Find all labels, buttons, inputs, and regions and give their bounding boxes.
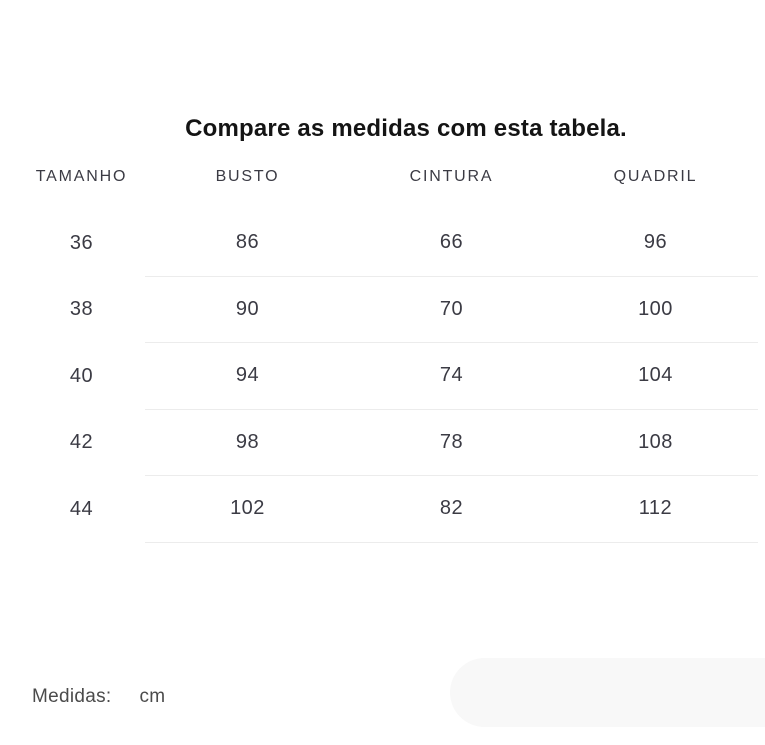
size-table: TAMANHO BUSTO CINTURA QUADRIL 36 86 66 9… — [18, 143, 758, 543]
table-row: 36 86 66 96 — [18, 210, 758, 277]
header-measure-columns: BUSTO CINTURA QUADRIL — [145, 143, 758, 210]
quadril-cell: 104 — [638, 364, 673, 387]
busto-cell: 90 — [235, 297, 260, 320]
page-title: Compare as medidas com esta tabela. — [185, 115, 627, 142]
measure-unit-note: Medidas: cm — [32, 686, 165, 708]
cintura-cell: 82 — [439, 497, 464, 520]
measure-cells: 86 66 96 — [145, 210, 758, 277]
table-row: 38 90 70 100 — [18, 277, 758, 343]
size-cell: 44 — [69, 497, 94, 520]
column-header-tamanho: TAMANHO — [35, 167, 128, 185]
cintura-cell: 70 — [439, 297, 464, 320]
measure-cells: 98 78 108 — [145, 410, 758, 476]
table-row: 42 98 78 108 — [18, 410, 758, 476]
measure-cells: 90 70 100 — [145, 277, 758, 343]
cintura-cell: 78 — [439, 430, 464, 453]
table-row: 40 94 74 104 — [18, 343, 758, 410]
size-cell: 42 — [69, 431, 94, 454]
table-body: 36 86 66 96 38 90 70 100 40 94 74 104 — [18, 210, 758, 543]
table-row: 44 102 82 112 — [18, 476, 758, 543]
column-header-cintura: CINTURA — [409, 167, 494, 185]
table-header-row: TAMANHO BUSTO CINTURA QUADRIL — [18, 143, 758, 210]
quadril-cell: 112 — [638, 497, 673, 520]
quadril-cell: 108 — [638, 430, 673, 453]
measure-cells: 94 74 104 — [145, 343, 758, 410]
busto-cell: 94 — [235, 364, 260, 387]
measure-unit: cm — [139, 686, 166, 707]
busto-cell: 86 — [235, 231, 260, 254]
quadril-cell: 96 — [643, 231, 668, 254]
size-cell: 40 — [69, 364, 94, 387]
busto-cell: 102 — [230, 497, 265, 520]
column-header-busto: BUSTO — [215, 167, 280, 185]
decorative-pill-shape — [450, 658, 765, 727]
size-cell: 36 — [69, 231, 94, 254]
measure-label: Medidas: — [32, 686, 112, 707]
cintura-cell: 66 — [439, 231, 464, 254]
column-header-quadril: QUADRIL — [613, 167, 698, 185]
busto-cell: 98 — [235, 430, 260, 453]
size-cell: 38 — [69, 298, 94, 321]
quadril-cell: 100 — [638, 297, 673, 320]
cintura-cell: 74 — [439, 364, 464, 387]
measure-cells: 102 82 112 — [145, 476, 758, 543]
